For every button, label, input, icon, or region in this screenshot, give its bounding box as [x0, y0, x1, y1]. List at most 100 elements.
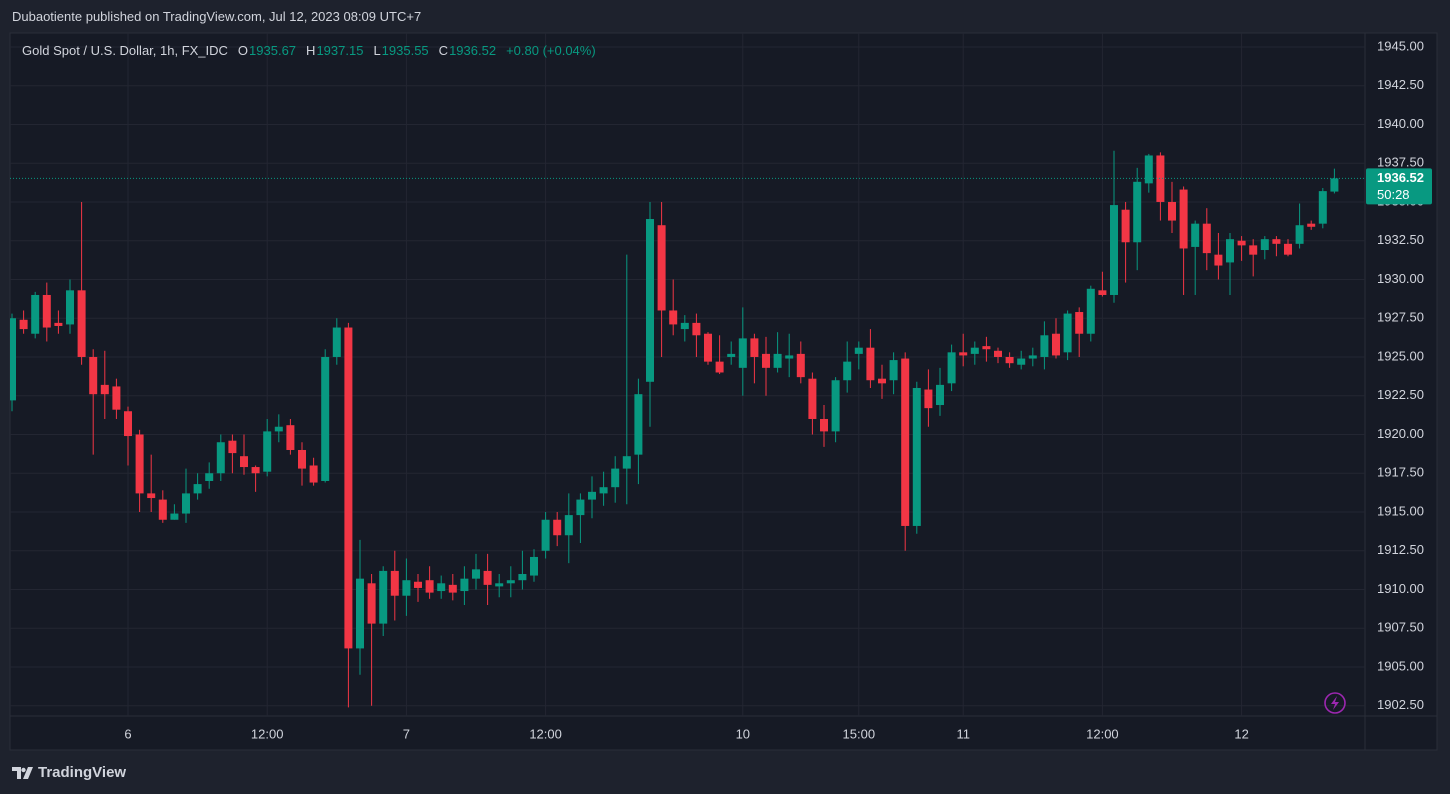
x-tick-label: 15:00	[843, 726, 876, 741]
x-tick-label: 11	[956, 726, 970, 741]
candle-body	[356, 578, 364, 649]
candle-body	[1284, 243, 1292, 255]
candle-body	[1133, 181, 1142, 243]
candle-body	[901, 358, 910, 526]
y-tick-label: 1907.50	[1377, 620, 1424, 635]
candle-body	[530, 556, 538, 576]
candle-body	[216, 442, 225, 474]
candle-body	[773, 353, 782, 368]
candle-body	[1179, 189, 1188, 249]
brand-logo	[12, 766, 33, 779]
candle-body	[1005, 356, 1014, 364]
y-tick-label: 1937.50	[1377, 155, 1424, 170]
candle-body	[1214, 254, 1223, 266]
symbol: Gold Spot / U.S. Dollar, 1h, FX_IDC	[22, 43, 228, 58]
candle-body	[750, 338, 759, 357]
candle-body	[796, 353, 805, 378]
candle-body	[947, 352, 956, 384]
candle-body	[1156, 155, 1165, 202]
candle-body	[866, 347, 875, 381]
candle-body	[843, 361, 852, 381]
y-tick-label: 1905.00	[1377, 658, 1424, 673]
candle-body	[170, 513, 179, 520]
candle-body	[1052, 333, 1060, 356]
candle-body	[298, 449, 306, 469]
candle-body	[634, 394, 643, 455]
y-tick-label: 1910.00	[1377, 581, 1424, 596]
candle-body	[785, 355, 794, 359]
legend-key: L	[373, 43, 381, 58]
candle-body	[1249, 245, 1258, 255]
candle-body	[1040, 335, 1049, 357]
candle-body	[321, 356, 330, 481]
candles	[10, 150, 1365, 708]
y-tick-label: 1942.50	[1377, 77, 1424, 92]
candle-body	[124, 411, 132, 437]
candle-body	[715, 361, 724, 373]
candle-body	[1144, 155, 1153, 184]
candle-body	[936, 384, 944, 406]
candle-body	[414, 581, 422, 588]
x-tick-label: 12	[1234, 726, 1248, 741]
candle-body	[390, 570, 399, 596]
y-tick-label: 1915.00	[1377, 503, 1424, 518]
candle-body	[1307, 223, 1316, 227]
candle-body	[1295, 225, 1304, 244]
legend-value: 1937.15	[316, 43, 364, 58]
candle-body	[1260, 239, 1269, 251]
candle-body	[332, 327, 341, 357]
candle-body	[228, 440, 237, 454]
last-price-box	[1366, 168, 1432, 205]
candle-body	[10, 318, 16, 401]
candle-body	[1063, 313, 1072, 353]
y-tick-label: 1902.50	[1377, 697, 1424, 712]
candle-body	[1168, 201, 1176, 221]
legend-key: O	[237, 43, 249, 58]
candle-body	[1226, 239, 1234, 263]
chart-frame	[9, 32, 1438, 751]
candle-body	[448, 584, 457, 593]
candle-body	[576, 499, 585, 516]
y-tick-label: 1920.00	[1377, 426, 1424, 441]
legend-value: 1935.55	[381, 43, 429, 58]
candle-body	[42, 294, 51, 328]
axes: 1902.50 1905.00 1907.50 1910.00 1912.50 1915.…	[124, 38, 1432, 741]
candle-body	[193, 484, 202, 494]
candle-body	[878, 378, 886, 384]
candle-body	[889, 360, 898, 381]
y-tick-label: 1917.50	[1377, 465, 1424, 480]
candle-body	[182, 493, 190, 514]
candle-body	[425, 580, 434, 593]
candle-body	[309, 465, 318, 483]
candle-body	[1075, 312, 1084, 334]
y-tick-label: 1922.50	[1377, 387, 1424, 402]
y-tick-label: 1925.00	[1377, 348, 1424, 363]
candle-body	[959, 352, 968, 356]
candle-body	[158, 499, 167, 520]
y-tick-label: 1932.50	[1377, 232, 1424, 247]
candle-body	[1017, 358, 1026, 365]
candle-body	[553, 519, 562, 536]
legend-change: +0.80 (+0.04%)	[506, 43, 596, 58]
candle-body	[54, 322, 63, 326]
legend: Gold Spot / U.S. Dollar, 1h, FX_IDC O 193…	[22, 43, 596, 58]
candle-body	[1191, 223, 1200, 247]
candle-body	[1028, 355, 1037, 359]
candle-body	[472, 569, 480, 579]
candle-body	[564, 515, 573, 536]
candle-body	[205, 473, 214, 481]
candle-body	[402, 580, 411, 596]
candle-body	[912, 387, 921, 526]
candle-body	[622, 456, 631, 469]
candle-body	[31, 294, 40, 334]
candle-body	[1086, 288, 1095, 334]
candle-body	[495, 583, 504, 587]
x-tick-label: 7	[403, 726, 410, 741]
candle-body	[924, 389, 933, 409]
candle-body	[646, 219, 654, 382]
candle-body	[762, 353, 770, 368]
candle-body	[379, 570, 388, 624]
x-tick-label: 12:00	[529, 726, 562, 741]
alert-icon[interactable]	[1324, 692, 1346, 714]
